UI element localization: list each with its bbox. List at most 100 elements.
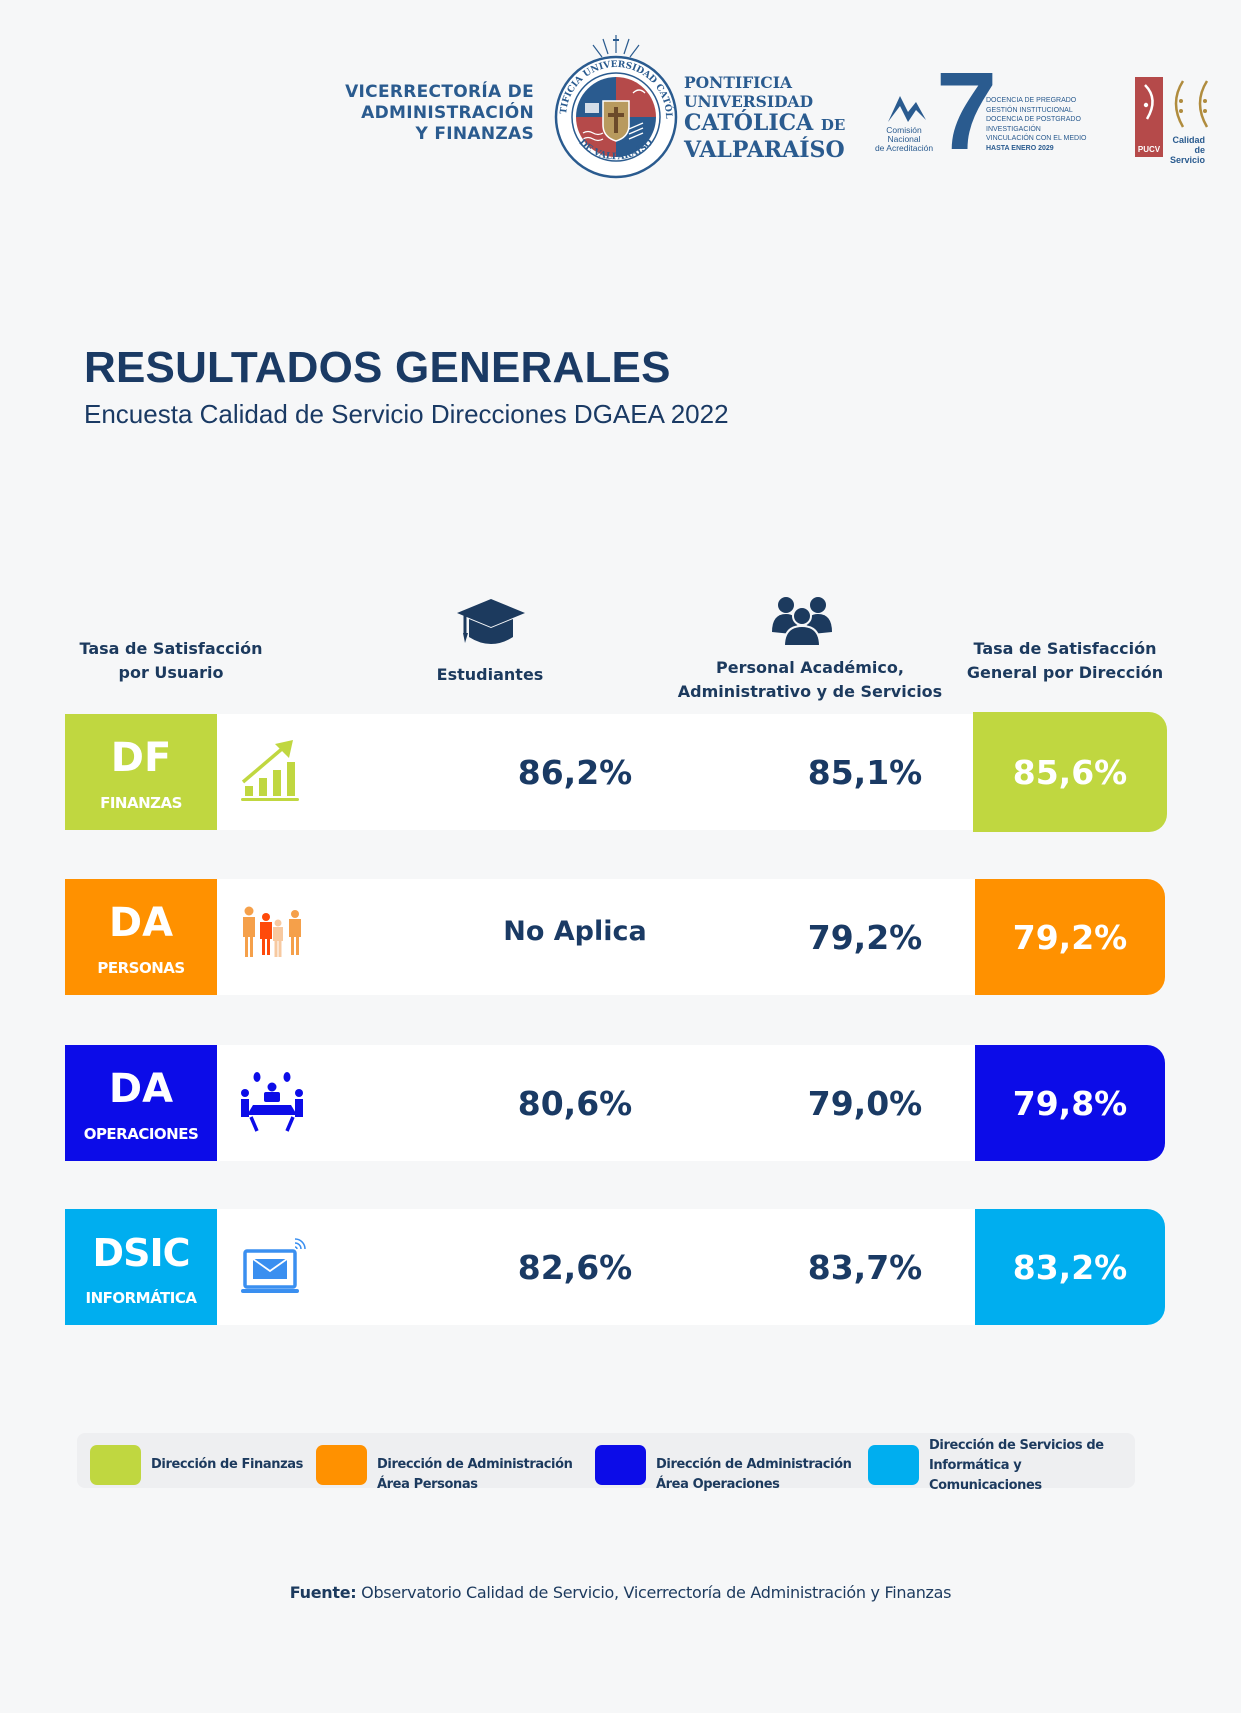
accreditation-areas: DOCENCIA DE PREGRADO GESTIÓN INSTITUCION…	[986, 96, 1086, 153]
legend-swatch	[868, 1445, 919, 1485]
legend-swatch	[90, 1445, 141, 1485]
students-rate: 86,2%	[517, 752, 633, 792]
students-rate: No Aplica	[503, 915, 647, 947]
page-title: RESULTADOS GENERALES	[84, 343, 671, 392]
general-rate: 83,2%	[975, 1209, 1165, 1325]
table-row-da-operaciones: DA OPERACIONES 80,6% 79,0% 79,8%	[65, 1045, 1167, 1161]
university-name-word: CATÓLICA	[684, 110, 814, 136]
faces-icon	[1174, 80, 1209, 128]
university-name-word: DE	[820, 116, 846, 134]
legend-item-finanzas: Dirección de Finanzas	[90, 1445, 303, 1485]
direction-code-box: DA OPERACIONES	[65, 1045, 217, 1161]
staff-rate: 79,2%	[807, 917, 923, 957]
university-name-line: VALPARAÍSO	[684, 137, 845, 163]
students-rate: 82,6%	[517, 1247, 633, 1287]
university-name: PONTIFICIA UNIVERSIDAD CATÓLICA DE VALPA…	[684, 73, 845, 163]
quality-logo-badge-text: PUCV	[1137, 145, 1161, 154]
legend-item-operaciones: Dirección de Administración Área Operaci…	[595, 1445, 852, 1495]
laptop-mail-icon	[241, 1238, 306, 1293]
legend-label-line: Dirección de Administración	[377, 1457, 573, 1472]
legend-label-line: Dirección de Administración	[656, 1457, 852, 1472]
legend-swatch	[595, 1445, 646, 1485]
direction-code: DSIC	[92, 1231, 191, 1275]
legend-label-line: Informática y Comunicaciones	[929, 1458, 1042, 1493]
people-icon	[243, 906, 301, 957]
quality-logo-line: Calidad de	[1172, 135, 1205, 155]
general-rate: 79,2%	[975, 879, 1165, 995]
page-subtitle: Encuesta Calidad de Servicio Direcciones…	[84, 399, 729, 429]
legend-label: Dirección de Administración Área Persona…	[377, 1455, 573, 1495]
university-name-line: PONTIFICIA	[684, 73, 792, 92]
column-header-user-rate: Tasa de Satisfacción por Usuario	[66, 637, 276, 685]
vraf-line: Y FINANZAS	[415, 124, 534, 144]
column-header-students: Estudiantes	[436, 665, 544, 684]
direction-code: DA	[108, 900, 174, 946]
accreditation-area: DOCENCIA DE POSTGRADO	[986, 116, 1081, 123]
quality-service-logo: PUCV Calidad de Servicio	[1135, 77, 1215, 165]
growth-chart-icon	[241, 740, 299, 801]
direction-code-box: DA PERSONAS	[65, 879, 217, 995]
accreditation-area: DOCENCIA DE PREGRADO	[986, 97, 1077, 104]
university-name-line: UNIVERSIDAD	[684, 92, 814, 111]
direction-code-box: DSIC INFORMÁTICA	[65, 1209, 217, 1325]
quality-logo-text: Calidad de Servicio	[1165, 135, 1205, 165]
table-row-df: DF FINANZAS 86,2% 85,1% 85,6%	[65, 712, 1167, 832]
legend: Dirección de Finanzas Dirección de Admin…	[77, 1433, 1135, 1493]
legend-label-line: Dirección de Finanzas	[151, 1457, 303, 1472]
staff-rate: 79,0%	[807, 1083, 923, 1123]
legend-item-personas: Dirección de Administración Área Persona…	[316, 1445, 573, 1495]
quality-logo-line: Servicio	[1169, 155, 1205, 165]
staff-rate: 85,1%	[807, 752, 923, 792]
accreditation-years: 7	[936, 50, 998, 173]
row-background	[217, 1045, 975, 1161]
general-rate: 79,8%	[975, 1045, 1165, 1161]
smile-face-icon	[1143, 84, 1154, 120]
university-crest-icon: PONTIFICIA UNIVERSIDAD CATÓLICA DE VALPA…	[553, 33, 678, 179]
vraf-logo-text: VICERRECTORÍA DE ADMINISTRACIÓN Y FINANZ…	[300, 82, 534, 145]
vraf-line: VICERRECTORÍA DE	[345, 82, 534, 102]
students-rate: 80,6%	[517, 1083, 633, 1123]
legend-label: Dirección de Administración Área Operaci…	[656, 1455, 852, 1495]
accreditation-area: VINCULACIÓN CON EL MEDIO	[986, 135, 1087, 142]
cna-name-line: Nacional	[887, 134, 921, 144]
source-text: Observatorio Calidad de Servicio, Vicerr…	[356, 1583, 952, 1602]
column-header-line: Personal Académico,	[716, 658, 904, 677]
column-header-line: Tasa de Satisfacción	[79, 639, 263, 658]
direction-code: DA	[108, 1066, 174, 1112]
vraf-line: ADMINISTRACIÓN	[361, 103, 534, 123]
legend-label-line: Área Personas	[377, 1477, 478, 1492]
row-background	[217, 1209, 975, 1325]
legend-label-line: Área Operaciones	[656, 1477, 780, 1492]
table-row-dsic: DSIC INFORMÁTICA 82,6% 83,7% 83,2%	[65, 1209, 1167, 1325]
cna-name: Comisión Nacional de Acreditación	[868, 126, 940, 153]
accreditation-area: INVESTIGACIÓN	[986, 125, 1041, 133]
column-header-line: Administrativo y de Servicios	[677, 682, 943, 701]
column-header-staff: Personal Académico, Administrativo y de …	[670, 656, 950, 704]
row-background	[217, 879, 975, 995]
direction-code-box: DF FINANZAS	[65, 714, 217, 830]
quality-logo-badge: PUCV	[1135, 77, 1163, 157]
column-header-line: General por Dirección	[966, 663, 1164, 682]
source-label: Fuente:	[289, 1583, 357, 1602]
legend-label: Dirección de Servicios de Informática y …	[929, 1436, 1135, 1496]
column-header-general-rate: Tasa de Satisfacción General por Direcci…	[945, 637, 1185, 685]
direction-subtitle: OPERACIONES	[83, 1125, 199, 1143]
staff-rate: 83,7%	[807, 1247, 923, 1287]
legend-label-line: Dirección de Servicios de	[929, 1438, 1104, 1453]
accreditation-logo: Comisión Nacional de Acreditación 7 DOCE…	[868, 57, 1108, 167]
legend-swatch	[316, 1445, 367, 1485]
accreditation-area: GESTIÓN INSTITUCIONAL	[986, 106, 1073, 114]
general-rate: 85,6%	[973, 712, 1167, 832]
row-background	[217, 714, 975, 830]
cna-mark-icon	[888, 96, 926, 122]
university-name-line: CATÓLICA DE	[684, 111, 845, 138]
column-header-line: por Usuario	[118, 663, 224, 682]
accreditation-validity: HASTA ENERO 2029	[986, 144, 1054, 152]
group-icon	[772, 597, 832, 646]
legend-item-informatica: Dirección de Servicios de Informática y …	[868, 1438, 1135, 1496]
cna-name-line: de Acreditación	[874, 143, 934, 153]
direction-subtitle: PERSONAS	[97, 959, 185, 977]
source-footer: Fuente: Observatorio Calidad de Servicio…	[0, 1583, 1241, 1602]
direction-subtitle: FINANZAS	[100, 794, 182, 812]
direction-code: DF	[110, 735, 172, 781]
